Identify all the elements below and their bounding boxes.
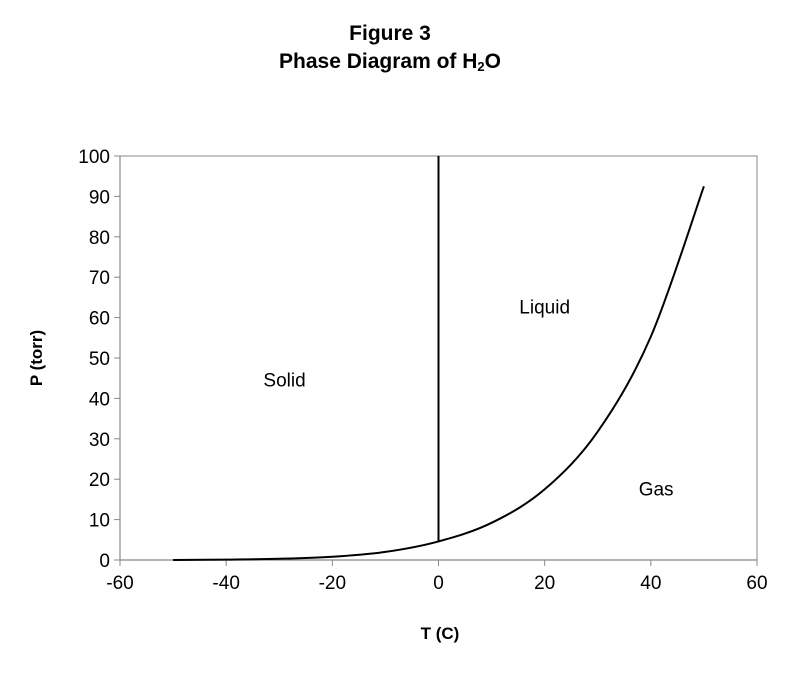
y-tick-label: 100 [78,147,110,168]
y-tick-label: 30 [89,430,110,451]
chart-title: Figure 3 Phase Diagram of H2O [0,20,780,76]
x-tick-label: -40 [212,573,239,594]
y-axis-title: P (torr) [27,330,46,386]
x-tick-label: 20 [534,573,555,594]
y-tick-label: 60 [89,309,110,330]
axes: -60 -40 -20 0 20 40 60 0 10 20 30 40 50 60 70 80 90 100 [78,147,767,594]
chart-title-suffix: O [484,50,501,73]
x-axis-title: T (C) [421,624,460,643]
y-tick-label: 90 [89,187,110,208]
chart-title-line-1: Figure 3 [349,22,431,45]
y-tick-label: 70 [89,268,110,289]
y-tick-label: 80 [89,228,110,249]
y-tick-label: 40 [89,389,110,410]
region-label-liquid: Liquid [519,298,570,319]
y-tick-label: 50 [89,349,110,370]
chart-title-line-2: Phase Diagram of H2O [0,48,780,76]
x-tick-label: 0 [433,573,444,594]
y-tick-label: 0 [99,551,110,572]
vapor-pressure-curve [173,185,705,561]
region-label-solid: Solid [263,370,305,391]
chart-title-subscript: 2 [477,59,485,74]
x-tick-label: -60 [106,573,133,594]
x-tick-label: 60 [746,573,767,594]
x-tick-label: -20 [319,573,346,594]
region-label-gas: Gas [639,479,674,500]
y-tick-label: 10 [89,511,110,532]
annotations-group: Solid Liquid Gas [263,298,673,501]
x-tick-label: 40 [640,573,661,594]
y-tick-label: 20 [89,470,110,491]
series-group [173,156,705,561]
chart-title-prefix: Phase Diagram of H [279,50,478,73]
